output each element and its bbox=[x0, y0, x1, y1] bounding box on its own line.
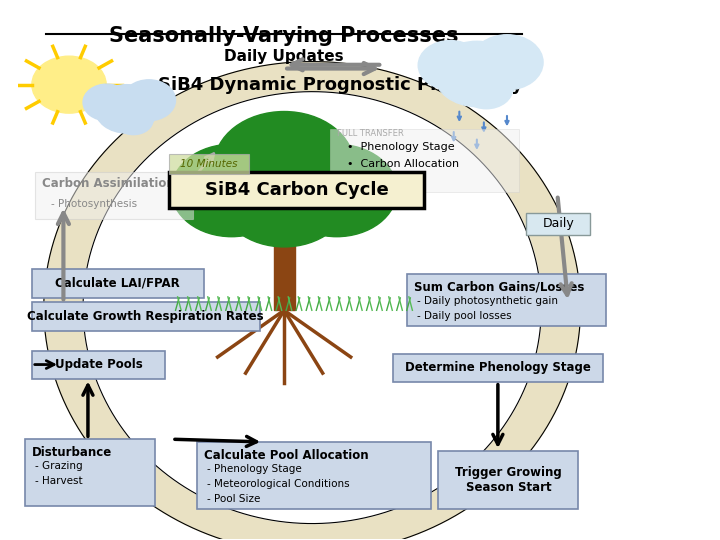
Text: Sum Carbon Gains/Losses: Sum Carbon Gains/Losses bbox=[414, 281, 584, 294]
FancyBboxPatch shape bbox=[330, 129, 519, 192]
Text: SiB4 Carbon Cycle: SiB4 Carbon Cycle bbox=[204, 181, 388, 199]
Text: •  Pool Sizes: • Pool Sizes bbox=[347, 177, 416, 186]
Text: Calculate Pool Allocation: Calculate Pool Allocation bbox=[204, 449, 368, 462]
Text: Daily: Daily bbox=[542, 217, 574, 230]
Circle shape bbox=[276, 144, 397, 237]
Polygon shape bbox=[83, 92, 541, 524]
FancyBboxPatch shape bbox=[32, 269, 204, 298]
Circle shape bbox=[214, 112, 354, 219]
Text: SiB4 Dynamic Prognostic Phenology: SiB4 Dynamic Prognostic Phenology bbox=[158, 76, 523, 93]
Text: - Phenology Stage: - Phenology Stage bbox=[207, 464, 302, 474]
Text: - Pool Size: - Pool Size bbox=[207, 494, 261, 504]
Text: - Meteorological Conditions: - Meteorological Conditions bbox=[207, 479, 350, 489]
Text: •  Phenology Stage: • Phenology Stage bbox=[347, 142, 455, 152]
Circle shape bbox=[324, 186, 349, 206]
Text: Calculate Growth Respiration Rates: Calculate Growth Respiration Rates bbox=[27, 310, 264, 323]
Circle shape bbox=[219, 186, 244, 206]
Polygon shape bbox=[274, 206, 294, 310]
Circle shape bbox=[418, 40, 482, 90]
Text: Disturbance: Disturbance bbox=[32, 446, 112, 459]
Text: - Grazing: - Grazing bbox=[35, 461, 83, 471]
Polygon shape bbox=[44, 62, 580, 540]
Text: - Daily photosynthetic gain: - Daily photosynthetic gain bbox=[418, 296, 558, 306]
Circle shape bbox=[460, 68, 513, 109]
Text: •  Carbon Allocation: • Carbon Allocation bbox=[347, 159, 459, 170]
Circle shape bbox=[434, 41, 519, 106]
FancyBboxPatch shape bbox=[25, 439, 155, 507]
FancyBboxPatch shape bbox=[32, 302, 260, 331]
Text: - Daily pool losses: - Daily pool losses bbox=[418, 311, 512, 321]
Circle shape bbox=[32, 56, 106, 113]
Circle shape bbox=[83, 84, 131, 120]
Text: Seasonally-Varying Processes: Seasonally-Varying Processes bbox=[109, 25, 459, 45]
FancyBboxPatch shape bbox=[438, 451, 578, 509]
FancyBboxPatch shape bbox=[526, 213, 590, 235]
Text: Determine Phenology Stage: Determine Phenology Stage bbox=[405, 361, 591, 374]
Text: Trigger Growing
Season Start: Trigger Growing Season Start bbox=[455, 466, 562, 494]
Text: FULL TRANSFER: FULL TRANSFER bbox=[337, 129, 403, 138]
FancyBboxPatch shape bbox=[168, 172, 424, 208]
FancyBboxPatch shape bbox=[393, 354, 603, 382]
Circle shape bbox=[114, 105, 153, 134]
FancyBboxPatch shape bbox=[35, 172, 193, 219]
Text: Update Pools: Update Pools bbox=[55, 358, 143, 371]
Text: - Harvest: - Harvest bbox=[35, 476, 83, 487]
Text: Calculate LAI/FPAR: Calculate LAI/FPAR bbox=[55, 277, 180, 290]
FancyBboxPatch shape bbox=[197, 442, 431, 509]
FancyBboxPatch shape bbox=[168, 154, 249, 174]
Text: Carbon Assimilation: Carbon Assimilation bbox=[42, 177, 175, 190]
FancyBboxPatch shape bbox=[407, 274, 606, 326]
Circle shape bbox=[122, 80, 176, 120]
FancyBboxPatch shape bbox=[32, 350, 165, 379]
Circle shape bbox=[171, 144, 292, 237]
Text: Daily Updates: Daily Updates bbox=[225, 49, 344, 64]
Text: 10 Minutes: 10 Minutes bbox=[180, 159, 238, 169]
Circle shape bbox=[220, 148, 348, 247]
Circle shape bbox=[471, 35, 543, 90]
Circle shape bbox=[95, 85, 158, 133]
Text: - Photosynthesis: - Photosynthesis bbox=[51, 199, 137, 210]
